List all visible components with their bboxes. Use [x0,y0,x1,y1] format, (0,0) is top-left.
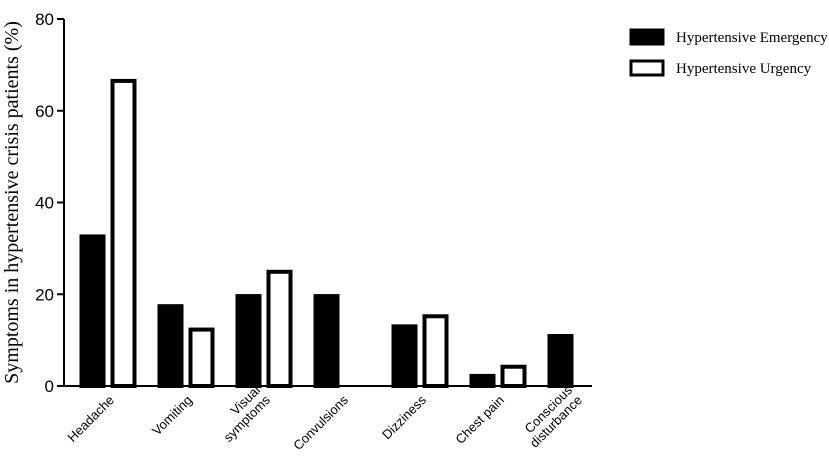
x-tick-label: Convulsions [290,392,351,453]
bar-urgency-0 [110,78,137,389]
y-axis-label: Symptoms in hypertensive crisis patients… [1,21,23,384]
y-tick-label: 60 [35,102,54,121]
y-tick-label: 80 [35,10,54,29]
legend-swatch-urgency [629,59,665,77]
bar-emergency-0 [79,234,106,388]
x-tick-label-group: Dizziness [379,392,429,442]
x-tick-label: Vomiting [149,392,195,438]
bar-emergency-1 [157,304,184,388]
y-tick-label: 20 [35,285,54,304]
bar-emergency-5 [469,373,496,389]
legend-label-emergency: Hypertensive Emergency [676,30,828,46]
x-tick-label: Chest pain [452,392,507,447]
legend-swatch-emergency [629,28,665,46]
y-tick-label: 40 [35,194,54,213]
bar-emergency-4 [391,324,418,388]
bar-emergency-6 [547,333,574,388]
bar-urgency-5 [500,364,527,389]
legend-label-urgency: Hypertensive Urgency [676,61,812,77]
x-tick-label-group: Convulsions [290,392,351,453]
bar-urgency-2 [266,269,293,388]
bar-urgency-4 [422,314,449,388]
y-tick-label: 0 [45,377,54,396]
x-tick-label-group: Chest pain [452,392,507,447]
bars [79,78,574,389]
legend: Hypertensive Emergency Hypertensive Urgen… [629,28,828,77]
bar-emergency-3 [313,294,340,388]
x-tick-label: Dizziness [379,392,429,442]
axes: 0 20 40 60 80 Symptoms in hypertensive crisis… [1,10,592,396]
bar-emergency-2 [235,294,262,388]
x-tick-label-group: Vomiting [149,392,195,438]
x-tick-label: Headache [64,392,117,445]
bar-urgency-1 [188,327,215,389]
x-tick-label-group: Headache [64,392,117,445]
